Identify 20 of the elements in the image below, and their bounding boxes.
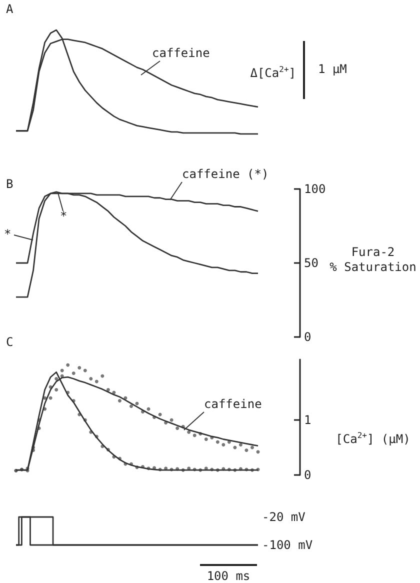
y-tick-label: 0 xyxy=(304,330,312,344)
text: 100 ms xyxy=(206,569,252,583)
y-tick-label: 50 xyxy=(304,256,318,270)
series-label: caffeine xyxy=(204,397,262,412)
y-tick-label: 100 xyxy=(304,182,326,196)
series-label: caffeine (*) xyxy=(182,167,269,182)
series-label: caffeine xyxy=(152,46,210,61)
chart-title: B xyxy=(6,177,14,192)
text: * xyxy=(4,227,12,242)
chart-title: C xyxy=(6,335,14,350)
y-tick-label: 0 xyxy=(304,468,312,482)
y-axis-title: Δ[Ca$^{2+}$] xyxy=(249,64,296,81)
y-axis-title: Fura-2 % Saturation xyxy=(328,245,418,275)
text: 1 µM xyxy=(318,62,347,77)
y-tick-label: 1 xyxy=(304,413,312,427)
annotation: * xyxy=(60,209,68,224)
y-tick-label: -20 mV xyxy=(262,510,306,524)
y-axis-title: [Ca$^{2+}$] (µM) xyxy=(334,430,412,447)
y-tick-label: -100 mV xyxy=(262,538,313,552)
chart-title: A xyxy=(6,2,14,17)
